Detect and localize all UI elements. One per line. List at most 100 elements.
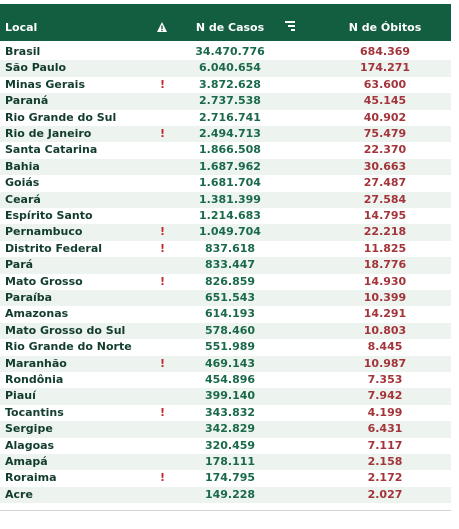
cases-count: 1.214.683 bbox=[199, 209, 261, 222]
cases-count: 399.140 bbox=[204, 389, 256, 403]
alert-flag: ! bbox=[160, 274, 166, 288]
table-row: Goiás 1.681.704 27.487 bbox=[0, 175, 451, 192]
bottom-border bbox=[0, 510, 451, 511]
table-row: Maranhão! 469.143 10.987 bbox=[0, 355, 451, 372]
cases-count: 551.989 bbox=[204, 340, 256, 354]
cases-count: 6.040.654 bbox=[199, 61, 261, 75]
state-name: Amazonas bbox=[5, 307, 69, 321]
deaths-count: 18.776 bbox=[363, 258, 407, 272]
cases-count: 174.795 bbox=[204, 471, 256, 485]
header-cases[interactable]: N de Casos bbox=[195, 21, 265, 34]
warning-icon[interactable] bbox=[156, 21, 168, 33]
cases-count: 826.859 bbox=[204, 274, 256, 288]
deaths-count: 22.370 bbox=[363, 143, 407, 157]
table-row: Paraná 2.737.538 45.145 bbox=[0, 93, 451, 110]
deaths-count: 63.600 bbox=[363, 77, 407, 91]
cases-count: 614.193 bbox=[204, 307, 256, 321]
table-row: Mato Grosso! 826.859 14.930 bbox=[0, 273, 451, 290]
cases-count: 149.228 bbox=[204, 487, 256, 501]
cases-count: 320.459 bbox=[204, 438, 256, 452]
cases-count: 651.543 bbox=[204, 291, 256, 304]
cases-count: 2.716.741 bbox=[199, 110, 261, 124]
alert-flag: ! bbox=[160, 241, 166, 255]
cases-count: 34.470.776 bbox=[195, 45, 265, 58]
state-name: Piauí bbox=[5, 389, 36, 403]
state-name: Paraná bbox=[5, 94, 49, 108]
table-row: São Paulo 6.040.654 174.271 bbox=[0, 60, 451, 77]
table-row: Piauí 399.140 7.942 bbox=[0, 388, 451, 405]
state-name: Sergipe bbox=[5, 422, 53, 436]
state-name: Rio Grande do Sul bbox=[5, 110, 117, 124]
table-row: Acre 149.228 2.027 bbox=[0, 486, 451, 504]
table-row: Pará 833.447 18.776 bbox=[0, 257, 451, 274]
cases-count: 2.494.713 bbox=[199, 127, 261, 140]
state-name: Espírito Santo bbox=[5, 209, 93, 222]
deaths-count: 22.218 bbox=[363, 225, 407, 239]
table-row: Sergipe 342.829 6.431 bbox=[0, 421, 451, 438]
deaths-count: 4.199 bbox=[367, 405, 403, 419]
cases-count: 469.143 bbox=[204, 356, 256, 370]
alert-flag: ! bbox=[160, 405, 166, 419]
deaths-count: 174.271 bbox=[359, 61, 411, 75]
header-deaths[interactable]: N de Óbitos bbox=[348, 21, 422, 34]
sort-icon[interactable] bbox=[284, 20, 296, 32]
state-name: Tocantins bbox=[5, 405, 64, 419]
deaths-count: 27.584 bbox=[363, 192, 407, 206]
state-name: Distrito Federal bbox=[5, 241, 103, 255]
state-name: Amapá bbox=[5, 455, 48, 468]
state-name: Roraima bbox=[5, 471, 57, 485]
state-name: Goiás bbox=[5, 176, 40, 190]
table-header: Local N de Casos N de Óbitos bbox=[0, 4, 451, 41]
state-name: Mato Grosso do Sul bbox=[5, 323, 126, 337]
cases-count: 454.896 bbox=[204, 373, 256, 386]
alert-flag: ! bbox=[160, 77, 166, 91]
state-name: Rio Grande do Norte bbox=[5, 340, 132, 354]
table-row: Alagoas 320.459 7.117 bbox=[0, 437, 451, 454]
state-name: Pernambuco bbox=[5, 225, 83, 239]
table-row: Minas Gerais! 3.872.628 63.600 bbox=[0, 76, 451, 94]
state-name: Santa Catarina bbox=[5, 143, 98, 157]
deaths-count: 75.479 bbox=[363, 127, 407, 140]
cases-count: 3.872.628 bbox=[199, 77, 261, 91]
cases-count: 837.618 bbox=[204, 241, 256, 255]
table-row: Brasil 34.470.776 684.369 bbox=[0, 44, 451, 61]
cases-count: 2.737.538 bbox=[199, 94, 261, 108]
table-row: Rondônia 454.896 7.353 bbox=[0, 372, 451, 389]
deaths-count: 11.825 bbox=[363, 241, 407, 255]
alert-flag: ! bbox=[160, 471, 166, 485]
deaths-count: 2.027 bbox=[367, 487, 403, 501]
table-row: Rio Grande do Norte 551.989 8.445 bbox=[0, 339, 451, 356]
table-row: Mato Grosso do Sul 578.460 10.803 bbox=[0, 322, 451, 340]
state-name: Mato Grosso bbox=[5, 274, 83, 288]
state-name: Paraíba bbox=[5, 291, 53, 304]
deaths-count: 45.145 bbox=[363, 94, 407, 108]
table-row: Distrito Federal! 837.618 11.825 bbox=[0, 240, 451, 258]
alert-flag: ! bbox=[160, 127, 166, 140]
state-name: Rondônia bbox=[5, 373, 64, 386]
table-row: Ceará 1.381.399 27.584 bbox=[0, 191, 451, 208]
deaths-count: 10.803 bbox=[363, 323, 407, 337]
deaths-count: 27.487 bbox=[363, 176, 407, 190]
deaths-count: 14.795 bbox=[363, 209, 407, 222]
table-row: Rio de Janeiro! 2.494.713 75.479 bbox=[0, 126, 451, 143]
cases-count: 1.681.704 bbox=[199, 176, 261, 190]
state-name: Acre bbox=[5, 487, 33, 501]
table-row: Paraíba 651.543 10.399 bbox=[0, 290, 451, 307]
deaths-count: 40.902 bbox=[363, 110, 407, 124]
table-row: Roraima! 174.795 2.172 bbox=[0, 470, 451, 487]
state-name: São Paulo bbox=[5, 61, 67, 75]
deaths-count: 7.353 bbox=[367, 373, 403, 386]
deaths-count: 8.445 bbox=[367, 340, 403, 354]
table-row: Santa Catarina 1.866.508 22.370 bbox=[0, 142, 451, 159]
state-name: Minas Gerais bbox=[5, 77, 86, 91]
header-local[interactable]: Local bbox=[5, 21, 38, 34]
deaths-count: 684.369 bbox=[359, 45, 411, 58]
state-name: Brasil bbox=[5, 45, 41, 58]
cases-count: 178.111 bbox=[204, 455, 256, 468]
deaths-count: 7.117 bbox=[367, 438, 403, 452]
deaths-count: 2.172 bbox=[367, 471, 403, 485]
state-name: Maranhão bbox=[5, 356, 67, 370]
cases-count: 343.832 bbox=[204, 405, 256, 419]
deaths-count: 14.291 bbox=[363, 307, 407, 321]
deaths-count: 2.158 bbox=[367, 455, 403, 468]
